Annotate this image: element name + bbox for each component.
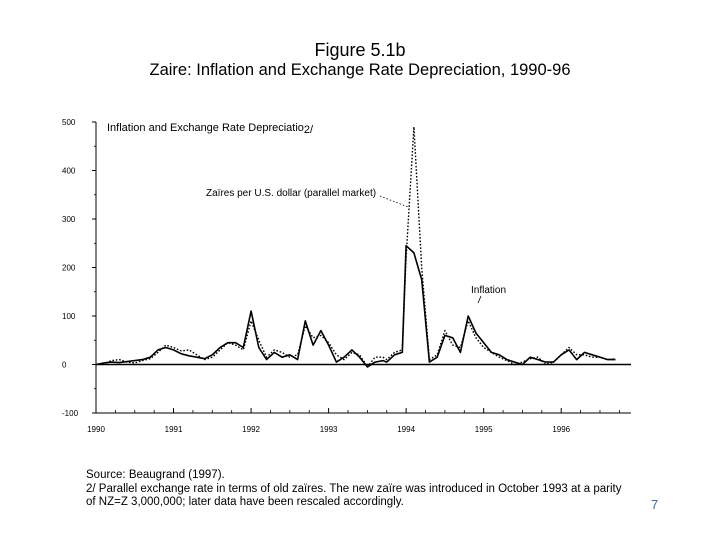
- chart-axes: [95, 122, 631, 414]
- x-tick-label: 1996: [552, 425, 570, 434]
- source-note: Source: Beaugrand (1997).: [86, 469, 225, 481]
- y-tick-label: 300: [62, 215, 76, 224]
- y-tick-label: 500: [62, 118, 76, 127]
- y-tick-label: 0: [62, 361, 67, 370]
- figure-title: Figure 5.1b: [314, 40, 406, 60]
- series-line-inflation: [95, 244, 616, 368]
- footnote-line-1: 2/ Parallel exchange rate in terms of ol…: [86, 483, 622, 495]
- x-tick-label: 1990: [87, 425, 105, 434]
- series-line-zaires-per-dollar: [95, 126, 616, 368]
- footnote-line-2: of NZ=Z 3,000,000; later data have been …: [86, 496, 404, 508]
- y-tick-label: 400: [62, 167, 76, 176]
- annotation-inflation-leader: [477, 295, 482, 304]
- y-tick-label: 200: [62, 264, 76, 273]
- chart-series: [95, 126, 616, 368]
- x-tick-label: 1995: [475, 425, 493, 434]
- page-number: 7: [651, 497, 659, 512]
- y-tick-label: -100: [62, 409, 79, 418]
- annotation-zaire-leader: [379, 195, 409, 208]
- figure-subtitle: Zaire: Inflation and Exchange Rate Depre…: [149, 61, 571, 79]
- x-tick-label: 1994: [397, 425, 415, 434]
- annotation-zaires-per-dollar: Zaïres per U.S. dollar (parallel market): [206, 188, 376, 199]
- axis-ticks: -100 0 100 200 300 400 500 1990 1991 1992 1993 1994…: [62, 118, 620, 434]
- x-tick-label: 1991: [165, 425, 183, 434]
- y-tick-label: 100: [62, 312, 76, 321]
- x-tick-label: 1992: [242, 425, 260, 434]
- x-tick-label: 1993: [320, 425, 338, 434]
- chart-inner-title: Inflation and Exchange Rate Depreciatio2…: [107, 122, 314, 136]
- annotation-inflation: Inflation: [471, 285, 506, 296]
